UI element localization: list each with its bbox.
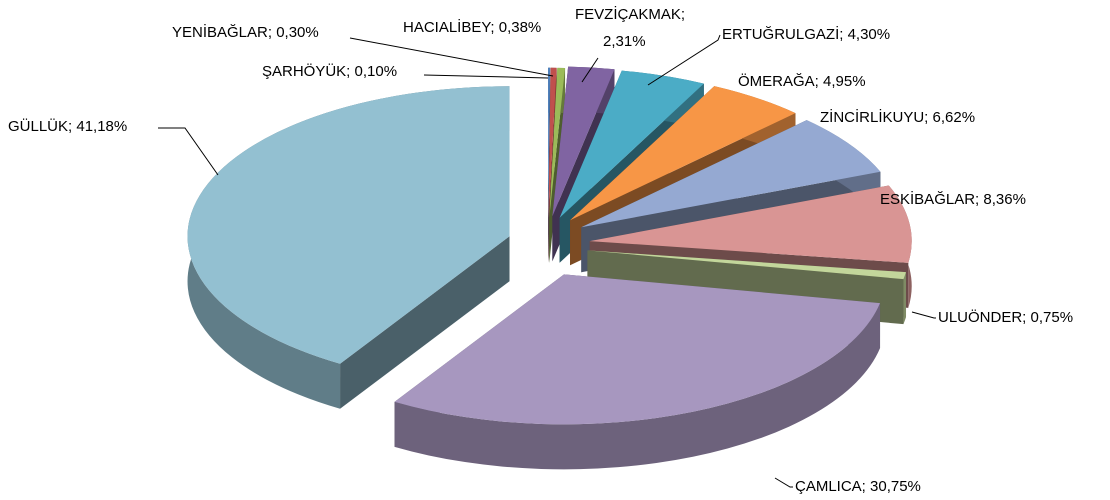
leader-line	[774, 477, 793, 488]
data-label: ERTUĞRULGAZİ; 4,30%	[722, 25, 890, 43]
slice-side	[340, 236, 510, 409]
data-label: ZİNCİRLİKUYU; 6,62%	[820, 108, 975, 126]
slice-top	[394, 274, 881, 425]
leader-line	[158, 127, 219, 176]
slice-top	[548, 67, 557, 218]
data-label-line: 2,31%	[603, 33, 646, 50]
data-label: HACIALİBEY; 0,38%	[403, 18, 541, 36]
leader-line	[349, 37, 554, 77]
slice-top	[589, 185, 912, 263]
slice-top	[549, 67, 566, 218]
slice-top	[552, 66, 615, 217]
leader-line	[911, 311, 936, 319]
leader-line	[423, 74, 549, 79]
slice-top	[559, 70, 704, 218]
slice-top	[570, 86, 796, 221]
data-label: ŞARHÖYÜK; 0,10%	[262, 62, 397, 80]
data-label: ÇAMLICA; 30,75%	[795, 478, 921, 495]
data-label: GÜLLÜK; 41,18%	[8, 117, 127, 135]
slice-top	[548, 67, 551, 218]
slice-top	[587, 250, 907, 280]
data-label: YENİBAĞLAR; 0,30%	[172, 23, 319, 41]
slice-top	[581, 120, 881, 228]
data-label: FEVZİÇAKMAK; 2,31%	[575, 5, 689, 50]
leader-line	[647, 34, 721, 86]
data-label: ESKİBAĞLAR; 8,36%	[880, 190, 1026, 208]
data-label-line: FEVZİÇAKMAK;	[575, 5, 689, 23]
data-label: ULUÖNDER; 0,75%	[938, 308, 1073, 326]
slice-wall	[903, 272, 907, 325]
pie-slice	[187, 86, 510, 409]
slice-wall	[394, 303, 881, 470]
leader-line	[581, 57, 599, 83]
slice-top	[187, 86, 510, 364]
pie-slice	[394, 274, 881, 470]
data-label: ÖMERAĞA; 4,95%	[738, 72, 866, 90]
